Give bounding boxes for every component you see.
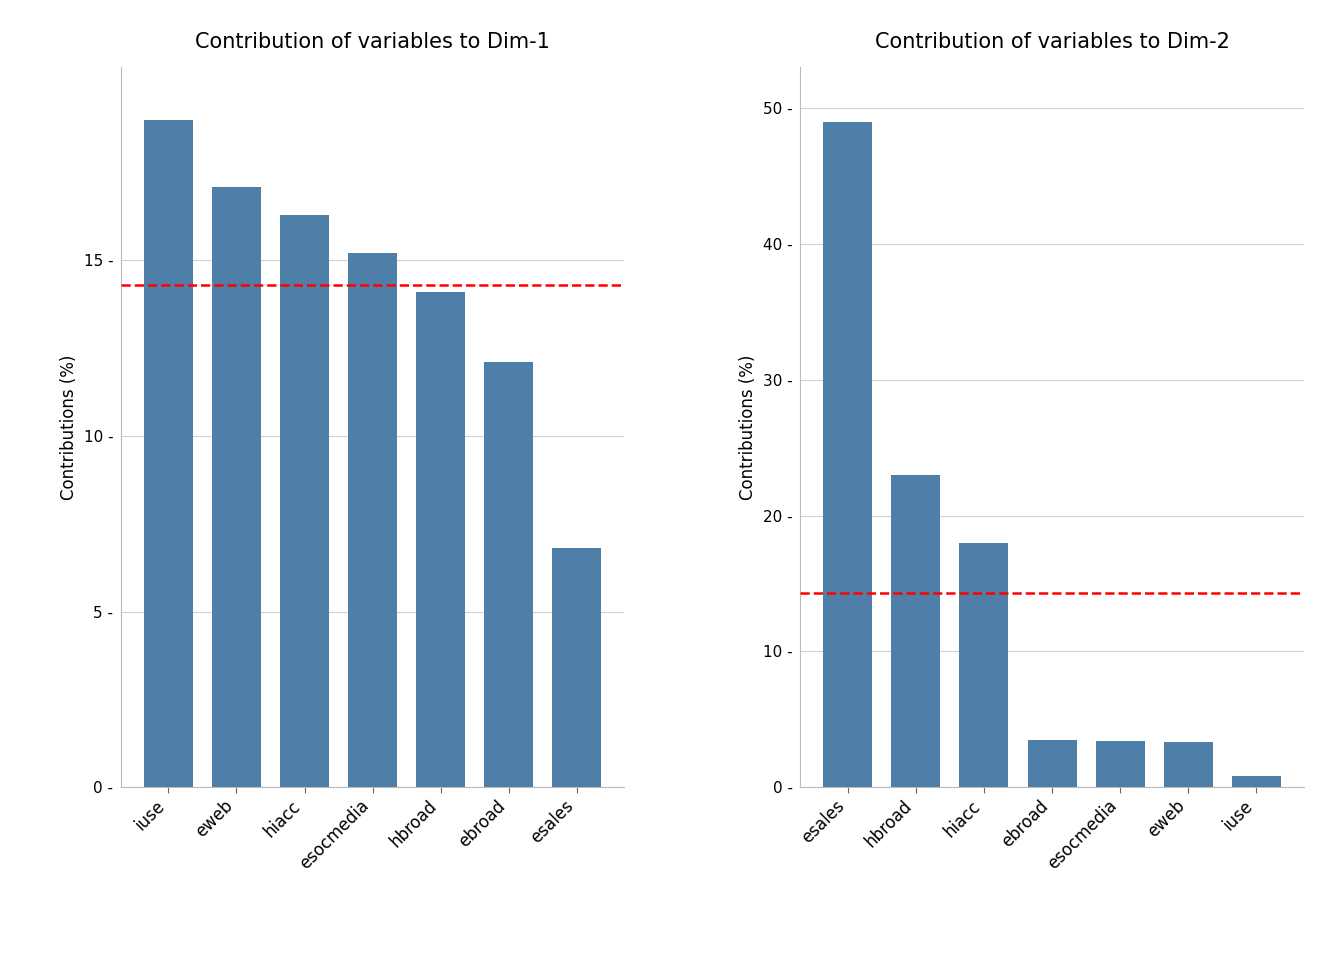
Y-axis label: Contributions (%): Contributions (%) xyxy=(60,354,78,500)
Bar xyxy=(144,120,192,787)
Bar xyxy=(1028,739,1077,787)
Bar xyxy=(417,292,465,787)
Y-axis label: Contributions (%): Contributions (%) xyxy=(739,354,758,500)
Bar xyxy=(348,253,396,787)
Bar xyxy=(824,122,872,787)
Bar xyxy=(484,362,534,787)
Bar xyxy=(1232,777,1281,787)
Bar xyxy=(212,186,261,787)
Bar xyxy=(1164,742,1212,787)
Bar xyxy=(1095,741,1145,787)
Title: Contribution of variables to Dim-1: Contribution of variables to Dim-1 xyxy=(195,32,550,52)
Bar xyxy=(552,548,601,787)
Bar xyxy=(891,475,941,787)
Title: Contribution of variables to Dim-2: Contribution of variables to Dim-2 xyxy=(875,32,1230,52)
Bar xyxy=(960,542,1008,787)
Bar xyxy=(280,215,329,787)
